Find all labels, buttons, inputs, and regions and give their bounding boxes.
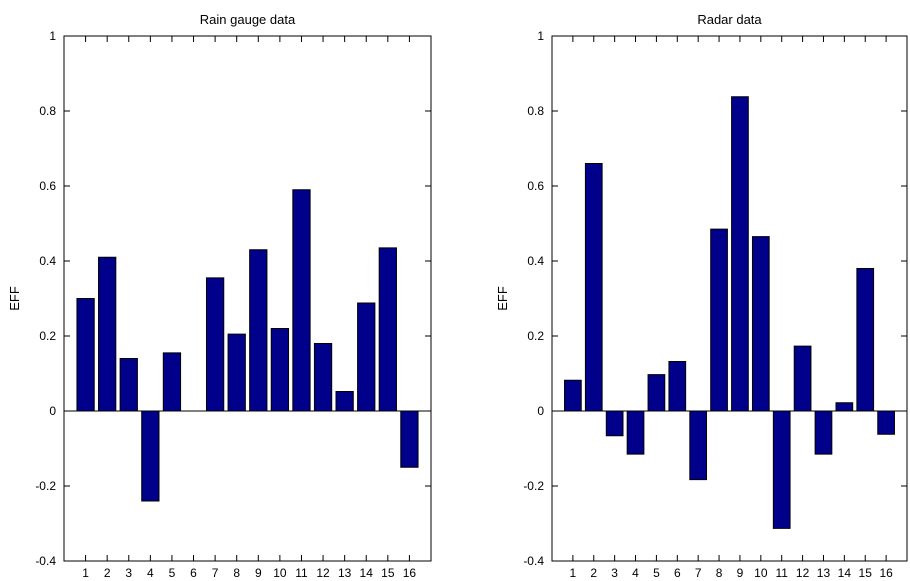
y-tick-label: 0.6	[527, 179, 544, 193]
x-tick-label: 5	[653, 566, 660, 580]
bar-14	[357, 302, 376, 412]
y-tick-label: 0.4	[527, 254, 544, 268]
bar-9	[249, 249, 268, 412]
y-axis-label: EFF	[495, 286, 510, 311]
chart-title: Radar data	[697, 12, 762, 27]
bar-4	[626, 410, 645, 455]
bar-2	[98, 256, 117, 412]
bar-10	[751, 236, 770, 412]
x-tick-label: 16	[403, 566, 417, 580]
x-tick-label: 15	[381, 566, 395, 580]
x-tick-label: 7	[212, 566, 219, 580]
bar-6	[668, 361, 687, 412]
x-tick-label: 12	[316, 566, 330, 580]
bar-5	[162, 352, 182, 412]
bar-11	[772, 410, 791, 529]
x-tick-label: 16	[879, 566, 893, 580]
bar-9	[731, 96, 749, 412]
bar-8	[227, 333, 246, 412]
chart-title: Rain gauge data	[200, 12, 296, 27]
y-tick-label: 0	[49, 404, 56, 418]
x-tick-label: 5	[169, 566, 176, 580]
y-tick-label: -0.2	[523, 479, 544, 493]
x-tick-label: 11	[295, 566, 308, 580]
x-tick-label: 11	[775, 566, 788, 580]
x-tick-label: 4	[147, 566, 154, 580]
x-tick-label: 14	[360, 566, 374, 580]
axes-box	[63, 35, 432, 562]
x-tick-label: 6	[190, 566, 197, 580]
bar-3	[605, 410, 624, 437]
bar-5	[647, 374, 666, 412]
y-tick-label: -0.4	[35, 554, 56, 568]
x-tick-label: 6	[674, 566, 681, 580]
x-tick-label: 3	[611, 566, 618, 580]
y-tick-label: 0.8	[527, 104, 544, 118]
y-tick-label: 1	[537, 29, 544, 43]
x-tick-label: 8	[716, 566, 723, 580]
y-tick-label: 0.6	[39, 179, 56, 193]
y-tick-label: 0	[537, 404, 544, 418]
x-tick-label: 14	[838, 566, 852, 580]
y-tick-label: -0.2	[35, 479, 56, 493]
x-tick-label: 9	[737, 566, 744, 580]
bar-13	[814, 410, 833, 455]
axes-box	[551, 35, 908, 562]
y-tick-label: 0.8	[39, 104, 56, 118]
bar-8	[710, 228, 728, 412]
bar-12	[793, 345, 812, 412]
x-tick-label: 13	[817, 566, 831, 580]
y-tick-label: 0.4	[39, 254, 56, 268]
x-tick-label: 1	[570, 566, 577, 580]
x-tick-label: 9	[255, 566, 262, 580]
x-tick-label: 1	[82, 566, 89, 580]
bar-15	[378, 247, 397, 412]
x-tick-label: 3	[125, 566, 132, 580]
bar-11	[292, 189, 311, 412]
y-tick-label: 1	[49, 29, 56, 43]
bar-7	[205, 277, 225, 412]
x-tick-label: 4	[632, 566, 639, 580]
x-tick-label: 8	[233, 566, 240, 580]
bar-10	[270, 328, 290, 412]
x-tick-label: 2	[590, 566, 597, 580]
bar-1	[76, 298, 95, 412]
bar-15	[856, 268, 875, 412]
bar-4	[141, 410, 160, 502]
x-tick-label: 12	[796, 566, 810, 580]
bar-13	[335, 391, 354, 412]
bar-12	[313, 343, 333, 412]
bar-16	[877, 410, 895, 435]
bar-14	[835, 402, 854, 412]
bar-16	[400, 410, 419, 468]
y-tick-label: 0.2	[527, 329, 544, 343]
bar-3	[119, 358, 138, 412]
bar-7	[689, 410, 708, 481]
bar-2	[584, 163, 603, 412]
chart-panel-1: Rain gauge data EFF -0.4 -0.2 0 0.2 0.4 0.6 0.8 1…	[7, 12, 432, 580]
x-tick-label: 7	[695, 566, 702, 580]
x-tick-label: 15	[859, 566, 873, 580]
y-axis-label: EFF	[7, 286, 22, 311]
x-tick-label: 13	[338, 566, 352, 580]
x-tick-label: 10	[273, 566, 287, 580]
x-tick-label: 10	[754, 566, 768, 580]
x-tick-label: 2	[104, 566, 111, 580]
y-tick-label: 0.2	[39, 329, 56, 343]
y-tick-label: -0.4	[523, 554, 544, 568]
bar-1	[564, 379, 582, 412]
